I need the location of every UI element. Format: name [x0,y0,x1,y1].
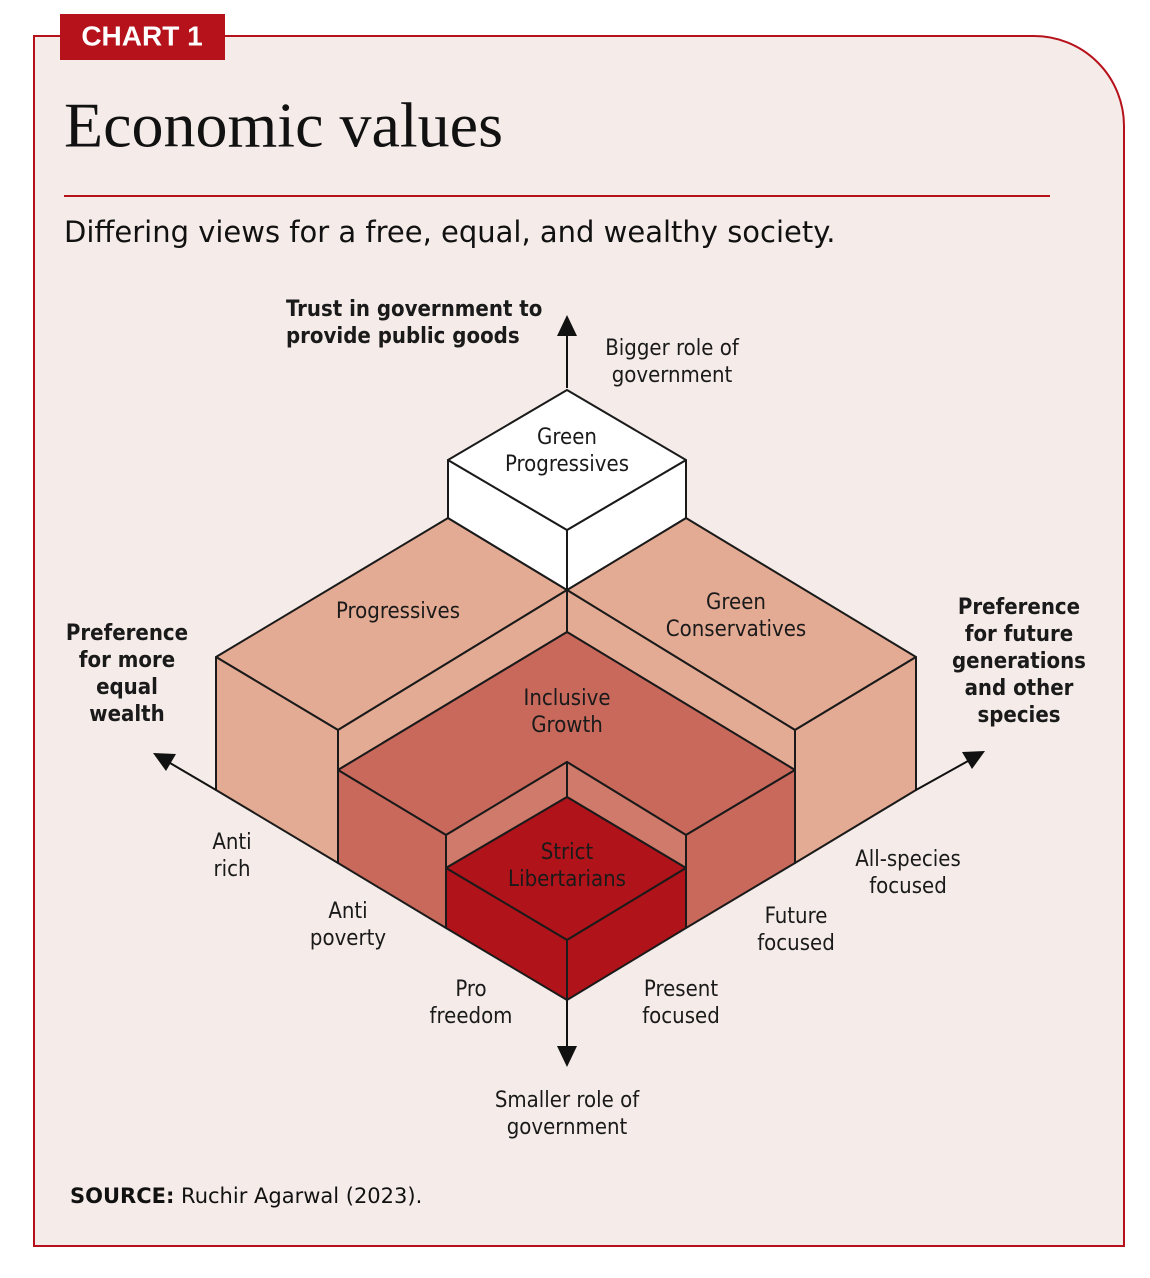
subtitle: Differing views for a free, equal, and w… [64,215,836,249]
axis-end-label: Smaller role of [495,1088,640,1113]
group-label: Green [537,425,597,450]
axis-tick-label: focused [869,874,947,899]
tag: CHART 1 [81,20,202,51]
axis-title: Trust in government to [286,297,542,322]
axis-title: for future [965,622,1073,647]
axis-tick-label: rich [213,857,250,882]
group-label: Strict [541,840,594,865]
group-label: Conservatives [666,617,806,642]
axis-end-label: government [507,1115,628,1140]
axis-tick-label: freedom [430,1004,513,1029]
tag-box [60,14,225,60]
axis-tick-label: Future [765,904,828,929]
axis-tick-label: poverty [310,926,386,951]
axis-title: species [977,703,1060,728]
source: SOURCE: Ruchir Agarwal (2023). [70,1184,422,1208]
arrow-down [557,1046,577,1067]
axis-tick-label: Present [644,977,718,1002]
diagram [153,315,985,1067]
group-label: Progressives [336,599,460,624]
title: Economic values [64,90,503,161]
axis-title: and other [965,676,1074,701]
axis-title: generations [952,649,1086,674]
group-label: Progressives [505,452,629,477]
cube-top [447,389,687,531]
axis-left [169,762,217,791]
axis-tick-label: Anti [212,830,251,855]
axis-tick-label: focused [642,1004,720,1029]
arrow-left [153,753,176,771]
source-text: Ruchir Agarwal (2023). [181,1184,422,1208]
axis-tick-label: Pro [455,977,486,1002]
axis-tick-label: All-species [855,847,961,872]
axis-end-label: Bigger role of [605,336,740,361]
axis-title: provide public goods [286,324,520,349]
group-label: Green [706,590,766,615]
axis-title: Preference [958,595,1080,620]
source-label: SOURCE: [70,1184,174,1208]
group-label: Growth [531,713,603,738]
arrow-up [557,315,577,336]
axis-title: equal [96,675,158,700]
axis-tick-label: Anti [328,899,367,924]
group-label: Inclusive [523,686,610,711]
group-label: Libertarians [508,867,626,892]
axis-right [915,760,969,791]
axis-end-label: government [612,363,733,388]
axis-tick-label: focused [757,931,835,956]
arrow-right [962,751,985,769]
axis-title: Preference [66,621,188,646]
axis-title: wealth [89,702,164,727]
axis-title: for more [79,648,175,673]
